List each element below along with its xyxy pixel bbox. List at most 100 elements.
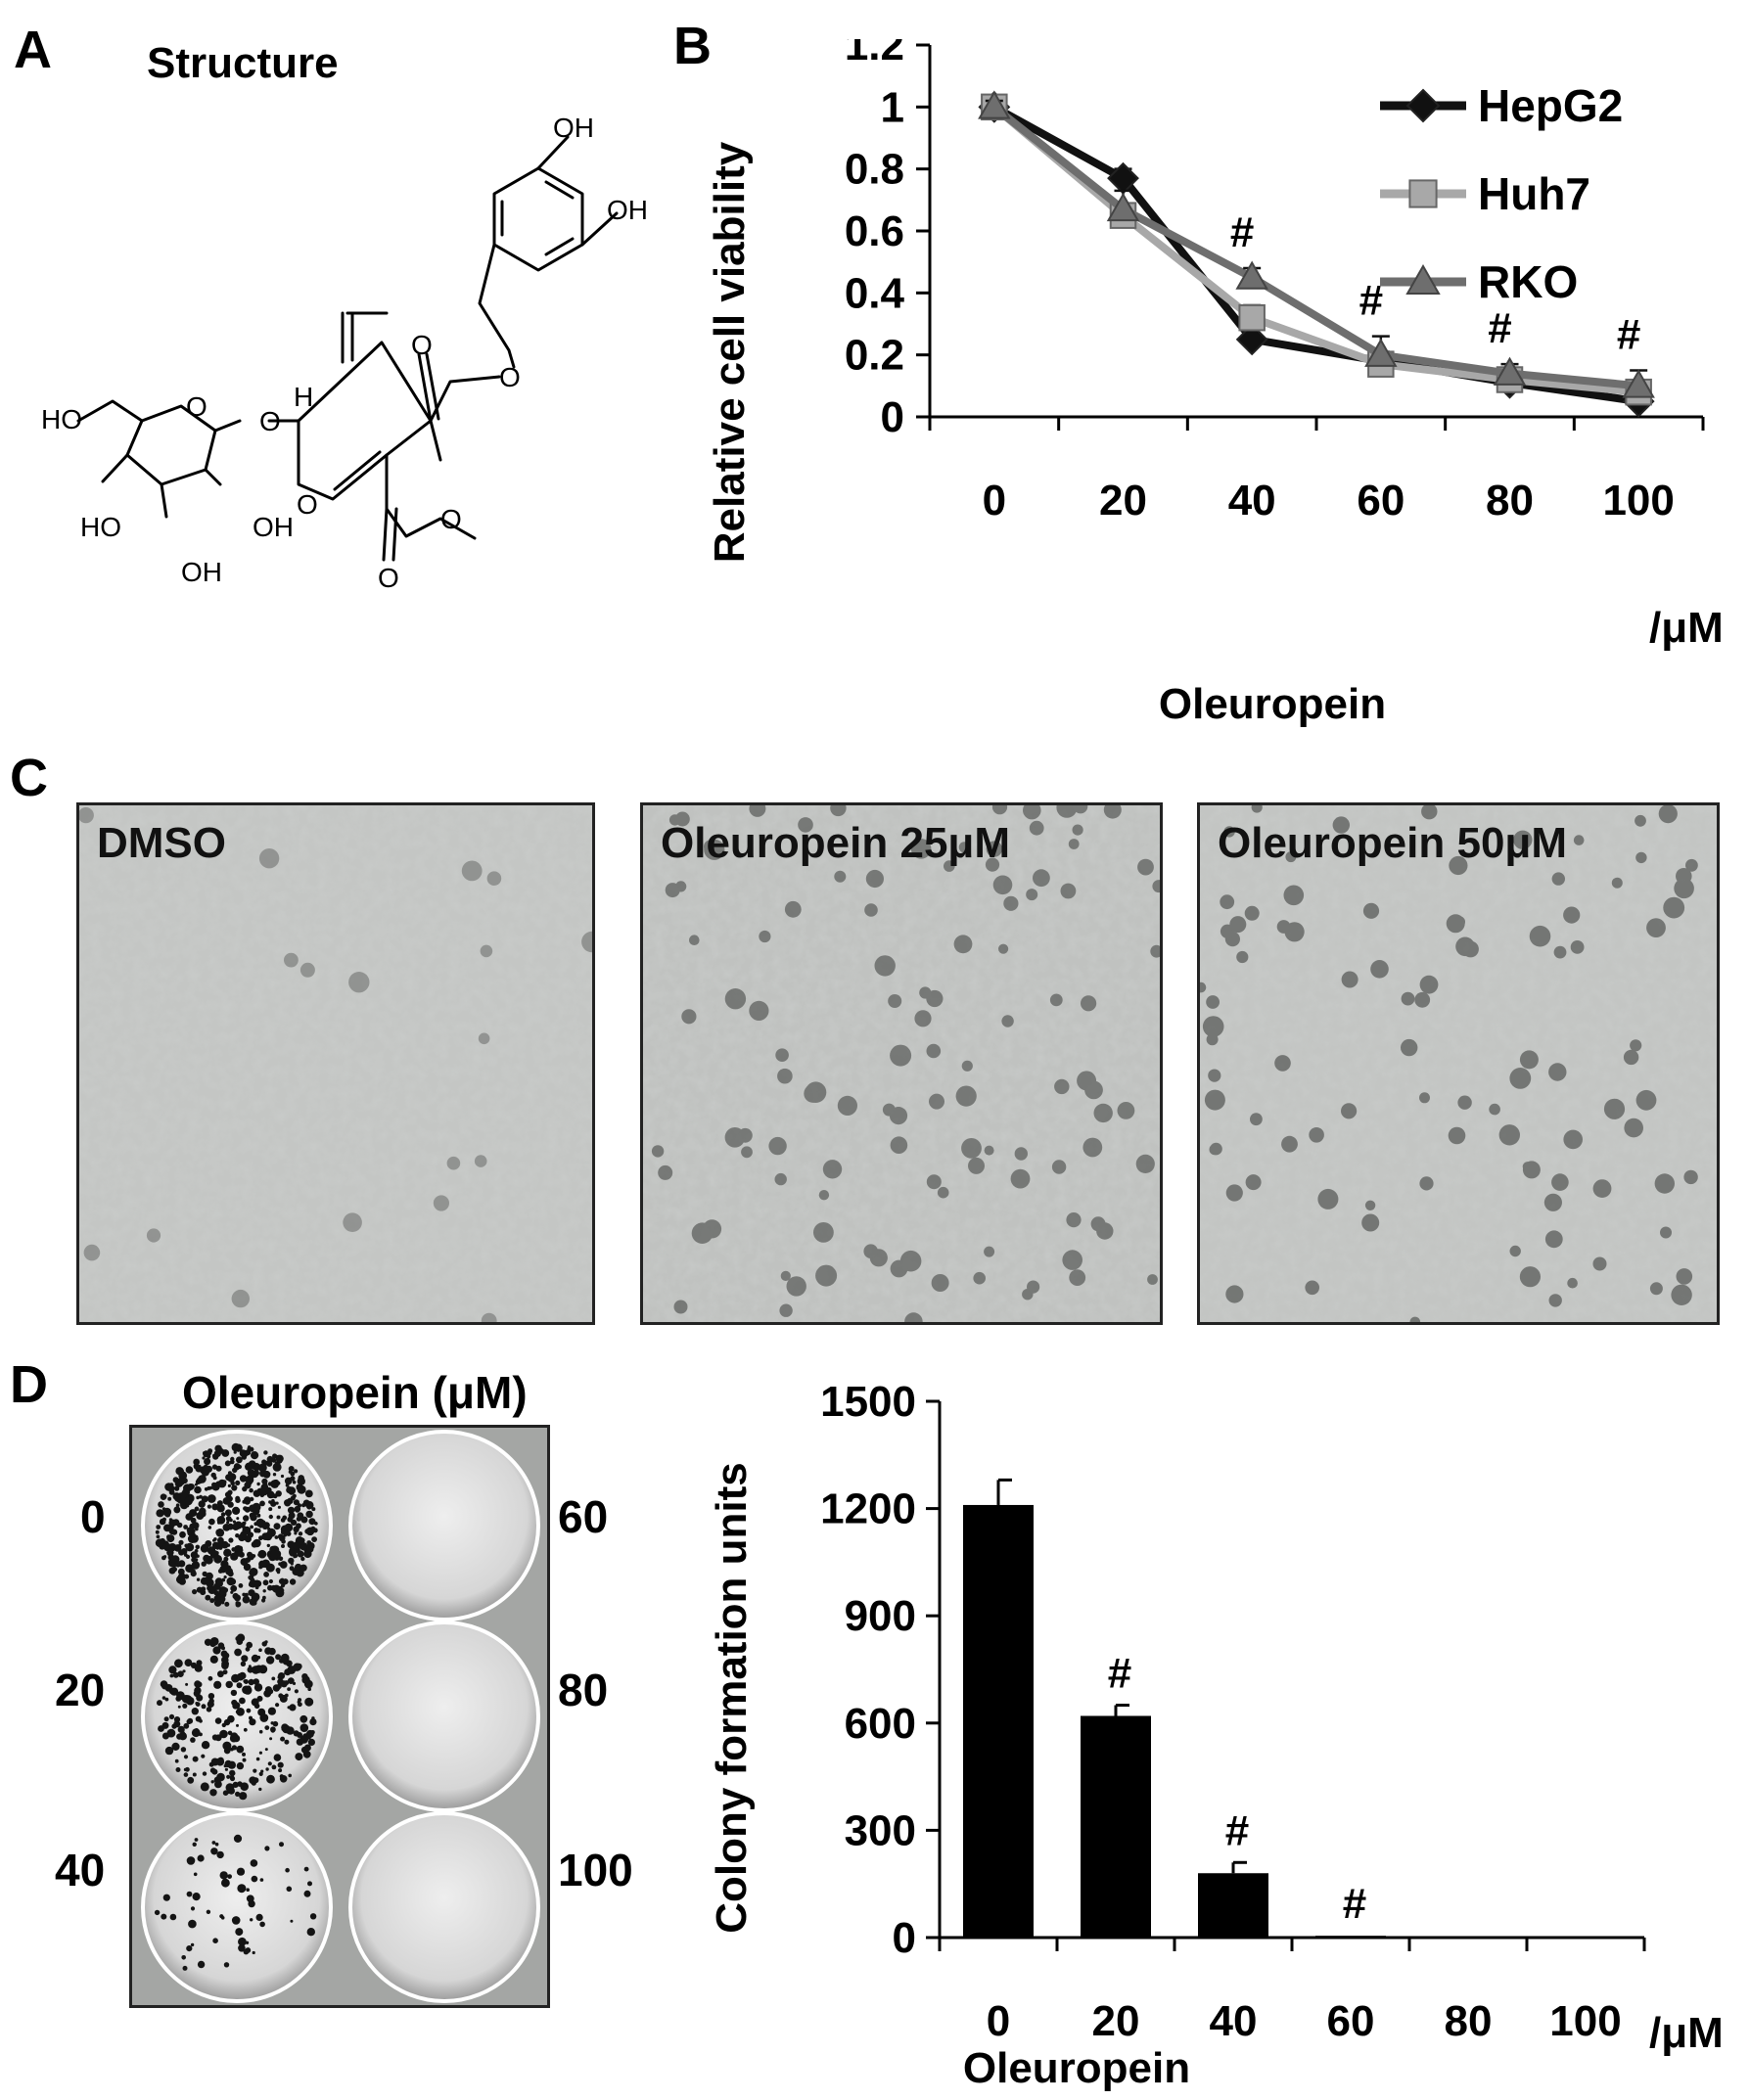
- cell: [1208, 1069, 1221, 1082]
- colony: [309, 1718, 317, 1726]
- cell: [1049, 993, 1063, 1007]
- colony: [243, 1679, 247, 1683]
- cell: [926, 1174, 942, 1190]
- cell: [1421, 805, 1438, 820]
- colony: [290, 1919, 294, 1923]
- cell: [1592, 1179, 1612, 1198]
- colony: [175, 1503, 180, 1508]
- cell: [1051, 1160, 1067, 1174]
- colony: [180, 1747, 187, 1753]
- bar-chart-y-tick-label: 0: [893, 1914, 916, 1962]
- colony: [157, 1700, 162, 1707]
- colony: [212, 1938, 218, 1943]
- colony: [271, 1484, 275, 1487]
- colony: [256, 1482, 260, 1486]
- cell: [1649, 1282, 1663, 1296]
- cell: [83, 1244, 101, 1261]
- colony: [299, 1714, 308, 1723]
- cell: [1685, 858, 1698, 872]
- colony: [288, 1773, 292, 1778]
- colony: [268, 1578, 273, 1584]
- cell: [961, 1060, 973, 1072]
- plate-well: [348, 1621, 540, 1812]
- colony: [246, 1895, 254, 1903]
- bar-chart-y-tick-label: 900: [845, 1592, 916, 1640]
- line-chart-y-tick-label: 0.2: [845, 332, 904, 380]
- colony: [167, 1496, 172, 1501]
- colony: [194, 1838, 199, 1842]
- cell: [815, 1264, 838, 1287]
- cell: [1457, 1095, 1472, 1110]
- colony: [263, 1450, 268, 1455]
- cell: [926, 989, 944, 1008]
- cell: [681, 1009, 697, 1025]
- bar-chart-x-tick-label: 20: [1092, 1997, 1140, 2045]
- colony: [189, 1484, 195, 1489]
- colony: [232, 1520, 236, 1524]
- cell: [818, 1190, 830, 1201]
- colony: [261, 1532, 270, 1540]
- colony: [210, 1758, 219, 1766]
- colony: [249, 1776, 257, 1785]
- colony: [187, 1487, 191, 1491]
- colony: [268, 1514, 273, 1520]
- colony: [295, 1536, 304, 1545]
- plate-well: [141, 1430, 333, 1621]
- cell: [926, 1043, 942, 1059]
- colony: [293, 1526, 299, 1532]
- colony: [244, 1528, 249, 1531]
- colony: [303, 1890, 311, 1897]
- colony: [235, 1635, 241, 1642]
- colony: [210, 1780, 214, 1784]
- cell: [1001, 1015, 1014, 1027]
- cell: [1244, 905, 1260, 921]
- colony: [279, 1561, 288, 1569]
- colony: [310, 1528, 315, 1532]
- colony: [196, 1554, 200, 1558]
- colony: [232, 1523, 240, 1530]
- significance-marker: #: [1488, 304, 1511, 352]
- cell: [1683, 1169, 1698, 1185]
- colony: [269, 1737, 273, 1741]
- colony: [219, 1871, 228, 1880]
- colony: [227, 1730, 233, 1736]
- colony: [231, 1484, 238, 1491]
- micrograph-label: Oleuropein 25μM: [661, 819, 1010, 867]
- colony: [299, 1542, 308, 1551]
- colony: [241, 1655, 249, 1663]
- colony: [213, 1680, 222, 1689]
- cell: [258, 848, 280, 869]
- colony: [288, 1557, 295, 1565]
- colony: [300, 1746, 308, 1754]
- colony: [271, 1764, 277, 1770]
- bar-0: [963, 1504, 1034, 1938]
- colony: [253, 1489, 260, 1497]
- cell: [890, 1044, 912, 1067]
- colony: [195, 1465, 203, 1473]
- colony: [235, 1601, 242, 1607]
- colony: [217, 1479, 227, 1488]
- significance-marker: #: [1230, 208, 1254, 256]
- colony: [182, 1965, 188, 1971]
- colony: [249, 1569, 256, 1576]
- colony: [201, 1561, 207, 1567]
- colony: [227, 1484, 231, 1487]
- cell: [1455, 936, 1475, 957]
- colony: [257, 1553, 261, 1557]
- dihydropyran-ring: [297, 341, 433, 501]
- cell: [1029, 820, 1044, 836]
- colony: [191, 1532, 196, 1537]
- colony: [276, 1683, 282, 1690]
- panel-label-b: B: [673, 17, 712, 75]
- colony: [254, 1665, 263, 1673]
- colony: [289, 1489, 295, 1495]
- cell: [984, 1145, 994, 1156]
- colony: [287, 1497, 294, 1504]
- colony: [274, 1535, 279, 1539]
- cell: [433, 1195, 449, 1211]
- plate-well: [141, 1811, 333, 2003]
- colony: [240, 1782, 249, 1791]
- colony: [300, 1556, 305, 1562]
- colony: [222, 1652, 230, 1659]
- colony: [223, 1548, 232, 1557]
